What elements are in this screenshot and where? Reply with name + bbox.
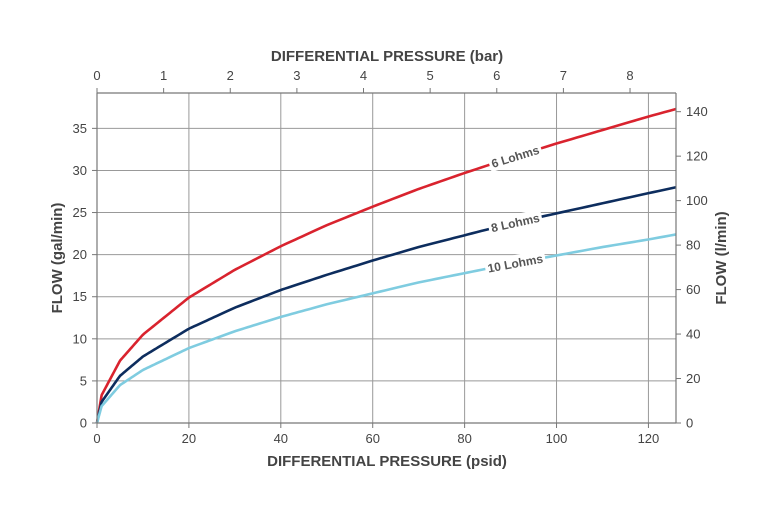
y-tick-label: 0: [80, 416, 87, 431]
y-axis-title: FLOW (gal/min): [49, 203, 66, 314]
y-tick-label: 35: [73, 121, 87, 136]
x-tick-label: 80: [457, 431, 471, 446]
x2-axis-title: DIFFERENTIAL PRESSURE (bar): [271, 48, 503, 65]
x-axis-title: DIFFERENTIAL PRESSURE (psid): [267, 453, 507, 470]
x-tick-label: 60: [365, 431, 379, 446]
x-tick-label: 0: [93, 431, 100, 446]
y2-tick-label: 60: [686, 282, 700, 297]
x-tick-label: 20: [182, 431, 196, 446]
y2-tick-label: 20: [686, 371, 700, 386]
curve-label-bg: [487, 208, 544, 237]
x2-tick-label: 4: [360, 68, 367, 83]
curve-label-6-lohms: 6 Lohms: [486, 140, 544, 173]
curve-label-bg: [483, 249, 547, 277]
series-line-10-lohms: [95, 233, 677, 424]
series-line-8-lohms: [95, 186, 677, 424]
x-tick-label: 100: [546, 431, 568, 446]
x2-tick-label: 7: [560, 68, 567, 83]
y-tick-label: 20: [73, 247, 87, 262]
plot-frame: [92, 88, 681, 428]
x2-tick-label: 0: [93, 68, 100, 83]
x-tick-label: 120: [638, 431, 660, 446]
x2-tick-label: 8: [626, 68, 633, 83]
grid: [97, 93, 676, 423]
y2-tick-label: 0: [686, 416, 693, 431]
y2-tick-label: 120: [686, 149, 708, 164]
y-tick-label: 30: [73, 163, 87, 178]
x2-tick-label: 1: [160, 68, 167, 83]
curve-label-text: 6 Lohms: [490, 143, 542, 171]
curve-label-bg: [486, 140, 544, 173]
x-tick-label: 40: [274, 431, 288, 446]
y2-axis-title: FLOW (l/min): [713, 211, 730, 304]
y2-tick-label: 40: [686, 327, 700, 342]
y-tick-label: 10: [73, 331, 87, 346]
x2-tick-label: 3: [293, 68, 300, 83]
x2-tick-label: 6: [493, 68, 500, 83]
y2-tick-label: 100: [686, 193, 708, 208]
x2-tick-label: 5: [427, 68, 434, 83]
curve-label-10-lohms: 10 Lohms: [483, 249, 547, 277]
y-tick-label: 5: [80, 373, 87, 388]
y-tick-label: 25: [73, 205, 87, 220]
y2-tick-label: 80: [686, 238, 700, 253]
x2-tick-label: 2: [227, 68, 234, 83]
series-line-6-lohms: [95, 107, 677, 424]
y-tick-label: 15: [73, 289, 87, 304]
y2-tick-label: 140: [686, 104, 708, 119]
curves: [95, 107, 677, 424]
